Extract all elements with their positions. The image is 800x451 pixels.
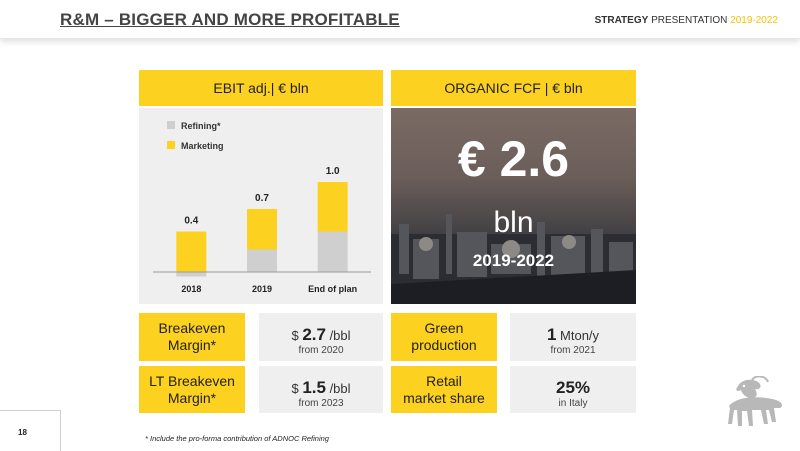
ebit-chart: Refining* Marketing 0.4 2018 0.7 2019 1.0 End o… — [153, 121, 371, 294]
legend-label-0: Refining* — [181, 121, 221, 131]
metric-unit: Mton/y — [556, 328, 600, 343]
metric-note: in Italy — [558, 398, 588, 409]
page-number: 18 — [18, 428, 27, 437]
presentation-label-years: 2019-2022 — [730, 15, 778, 26]
metric-note: from 2023 — [298, 398, 344, 409]
legend-label-1: Marketing — [181, 141, 224, 151]
presentation-label-normal: PRESENTATION — [648, 15, 731, 26]
metric-unit: /bbl — [325, 381, 351, 396]
bar-refining-0 — [176, 272, 207, 277]
category-label-0: 2018 — [181, 284, 201, 294]
metric-label-line1: Retail — [426, 372, 462, 389]
bar-marketing-0 — [176, 231, 207, 272]
presentation-label: STRATEGY PRESENTATION 2019-2022 — [595, 15, 778, 26]
metric-unit: /bbl — [325, 328, 351, 343]
bar-marketing-2 — [317, 182, 348, 232]
bar-refining-2 — [317, 231, 348, 272]
fcf-unit: bln — [493, 206, 534, 239]
metric-note: from 2020 — [298, 345, 344, 356]
slide-title: R&M – BIGGER AND MORE PROFITABLE — [60, 10, 400, 29]
metric-label-line2: Margin* — [167, 337, 217, 353]
metric-label-line1: Breakeven — [158, 320, 226, 336]
metric-prefix: $ — [291, 328, 303, 343]
page-number-box: 18 — [0, 410, 61, 451]
metric-value: 1.5 — [302, 378, 326, 397]
metric-label-line2: Margin* — [167, 389, 217, 406]
metric-label-line2: market share — [403, 389, 485, 406]
breakeven-margin-value-box: $ 2.7 /bbl from 2020 — [259, 313, 383, 361]
bar-marketing-1 — [247, 209, 277, 250]
total-label-2: 1.0 — [326, 166, 340, 177]
metric-value: 25% — [555, 378, 591, 397]
fcf-image-box: € 2.6 bln 2019-2022 — [391, 108, 636, 304]
fcf-period: 2019-2022 — [472, 251, 555, 270]
metric-value: 1 — [546, 325, 557, 344]
green-production-label: Green production — [391, 313, 497, 361]
retail-market-share-label: Retail market share — [391, 366, 497, 413]
six-legged-dog-logo-icon — [728, 376, 783, 426]
fcf-panel-heading: ORGANIC FCF | € bln — [391, 70, 636, 106]
green-production-value-box: 1 Mton/y from 2021 — [510, 313, 636, 361]
slide-header: R&M – BIGGER AND MORE PROFITABLE STRATEG… — [0, 0, 800, 39]
presentation-label-strong: STRATEGY — [594, 15, 649, 26]
retail-market-share-value-box: 25% in Italy — [510, 366, 636, 413]
footnote: * Include the pro-forma contribution of … — [145, 434, 329, 443]
metric-value: 2.7 — [302, 325, 326, 344]
bar-refining-1 — [247, 249, 277, 272]
lt-breakeven-margin-value-box: $ 1.5 /bbl from 2023 — [259, 366, 383, 413]
total-label-0: 0.4 — [184, 216, 198, 227]
ebit-chart-box: Refining* Marketing 0.4 2018 0.7 2019 1.0 End o… — [139, 108, 383, 304]
category-label-2: End of plan — [308, 284, 357, 294]
refinery-photo-background — [391, 214, 636, 304]
legend-swatch-1 — [167, 141, 175, 149]
category-label-1: 2019 — [252, 284, 272, 294]
breakeven-margin-label: Breakeven Margin* — [139, 313, 245, 361]
ebit-panel-heading: EBIT adj.| € bln — [139, 70, 383, 106]
total-label-1: 0.7 — [255, 193, 269, 204]
metric-note: from 2021 — [550, 345, 596, 356]
metric-label-line2: production — [411, 337, 477, 353]
metric-prefix: $ — [291, 381, 303, 396]
legend-swatch-0 — [167, 121, 175, 129]
metric-label-line1: Green — [424, 320, 464, 336]
lt-breakeven-margin-label: LT Breakeven Margin* — [139, 366, 245, 413]
metric-label-line1: LT Breakeven — [149, 372, 235, 389]
fcf-value: € 2.6 — [457, 131, 570, 187]
